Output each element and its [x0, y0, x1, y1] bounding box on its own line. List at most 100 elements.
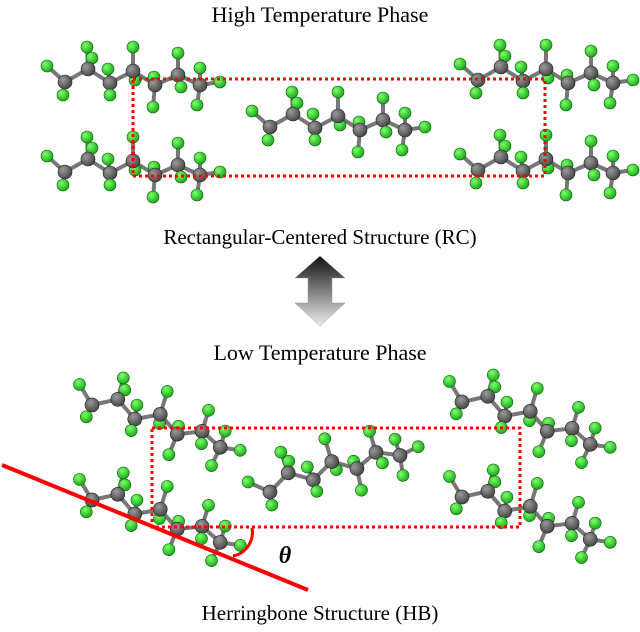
carbon-atom	[80, 151, 96, 167]
fluorine-atom	[584, 134, 598, 148]
carbon-atom	[522, 499, 538, 514]
fluorine-atom	[124, 424, 138, 437]
fluorine-atom	[398, 106, 412, 120]
fluorine-atom	[171, 136, 185, 150]
fluorine-atom	[162, 543, 176, 556]
fluorine-atom	[308, 133, 322, 147]
carbon-atom	[170, 157, 186, 173]
fluorine-atom	[516, 86, 530, 100]
fluorine-atom	[355, 483, 368, 497]
fluorine-atom	[449, 502, 463, 516]
fluorine-atom	[202, 499, 215, 512]
fluorine-atom	[514, 60, 528, 74]
fluorine-atom	[190, 188, 204, 202]
fluorine-atom	[126, 40, 140, 54]
fluorine-atom	[379, 125, 393, 139]
carbon-atom	[102, 75, 118, 91]
fluorine-atom	[469, 176, 483, 190]
carbon-atom	[152, 407, 168, 422]
fluorine-atom	[233, 444, 247, 457]
fluorine-atom	[218, 424, 232, 438]
fluorine-atom	[587, 78, 601, 92]
carbon-atom	[583, 155, 599, 171]
carbon-atom	[324, 454, 340, 469]
fluorine-atom	[193, 151, 207, 165]
rc-structure-label: Rectangular-Centered Structure (RC)	[163, 225, 476, 249]
fluorine-atom	[146, 190, 160, 204]
fluorine-atom	[606, 149, 620, 163]
fluorine-atom	[80, 40, 94, 54]
carbon-atom	[480, 388, 496, 404]
fluorine-atom	[103, 88, 117, 102]
fluorine-atom	[588, 421, 602, 435]
fluorocarbon-molecule	[443, 463, 617, 564]
fluorine-atom	[130, 398, 144, 412]
fluorine-atom	[40, 59, 54, 73]
fluorine-atom	[245, 104, 259, 118]
fluorine-atom	[532, 445, 546, 458]
fluorine-atom	[514, 150, 528, 164]
fluorine-atom	[486, 368, 500, 382]
fluorine-atom	[395, 143, 409, 157]
fluorine-atom	[411, 440, 425, 453]
fluorine-atom	[116, 466, 130, 480]
carbon-atom	[169, 426, 185, 442]
fluorine-atom	[376, 456, 389, 470]
carbon-atom	[538, 61, 554, 77]
fluorine-atom	[202, 404, 215, 417]
hb-structure-label: Herringbone Structure (HB)	[202, 601, 439, 625]
carbon-atom	[307, 120, 323, 136]
carbon-atom	[392, 448, 408, 463]
fluorocarbon-molecule	[241, 424, 425, 512]
carbon-atom	[57, 74, 73, 90]
fluorine-atom	[56, 88, 70, 102]
fluorine-atom	[539, 38, 553, 52]
tilt-line	[1, 463, 309, 592]
carbon-atom	[285, 106, 301, 122]
fluorine-atom	[331, 85, 345, 99]
fluorine-atom	[265, 498, 279, 512]
fluorine-atom	[285, 85, 299, 99]
fluorine-atom	[306, 107, 320, 121]
fluorine-atom	[584, 44, 598, 58]
carbon-atom	[605, 165, 621, 181]
carbon-atom	[212, 535, 228, 550]
carbon-atom	[560, 75, 576, 91]
carbon-atom	[330, 108, 346, 124]
fluorine-atom	[530, 477, 544, 490]
fluorine-atom	[116, 371, 130, 385]
carbon-atom	[102, 165, 118, 181]
carbon-atom	[560, 165, 576, 181]
carbon-atom	[515, 73, 531, 89]
fluorocarbon-molecule	[40, 40, 227, 114]
hb-molecules	[73, 368, 617, 567]
fluorine-atom	[443, 470, 456, 483]
carbon-atom	[539, 423, 555, 439]
fluorine-atom	[190, 98, 204, 112]
carbon-atom	[57, 164, 73, 180]
high-phase-title: High Temperature Phase	[212, 2, 429, 27]
carbon-atom	[262, 484, 278, 500]
fluorine-atom	[261, 133, 275, 147]
theta-label: θ	[279, 543, 292, 569]
fluorine-atom	[449, 407, 463, 421]
fluorocarbon-molecule	[73, 466, 247, 567]
fluorine-atom	[626, 73, 640, 87]
carbon-atom	[110, 486, 126, 502]
low-phase-title: Low Temperature Phase	[213, 340, 426, 365]
fluorine-atom	[486, 463, 500, 477]
fluorine-atom	[587, 168, 601, 182]
fluorine-atom	[174, 80, 188, 94]
rc-molecules	[40, 38, 640, 204]
carbon-atom	[582, 437, 598, 452]
fluorine-atom	[274, 445, 288, 459]
fluorine-atom	[351, 145, 365, 159]
fluorine-atom	[195, 437, 208, 450]
fluorine-atom	[453, 147, 467, 161]
carbon-atom	[522, 404, 538, 419]
carbon-atom	[352, 122, 368, 138]
fluorine-atom	[103, 178, 117, 192]
fluorine-atom	[130, 493, 144, 507]
fluorine-atom	[565, 529, 578, 542]
fluorine-atom	[318, 432, 332, 445]
